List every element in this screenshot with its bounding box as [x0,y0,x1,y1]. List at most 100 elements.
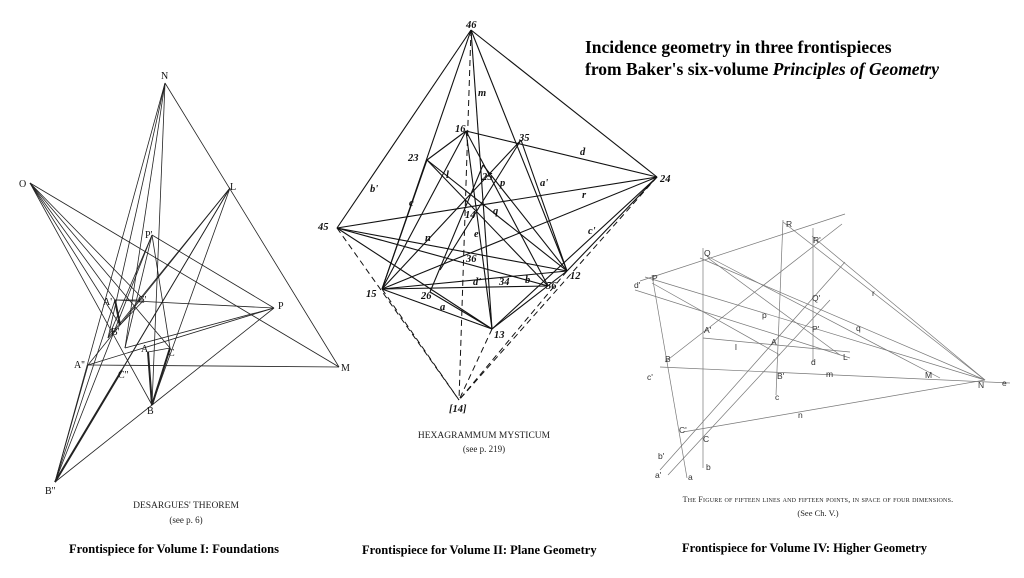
hexagrammum-inner-ref: (see p. 219) [463,444,505,454]
label-p: p [499,178,505,189]
label-c: c [775,392,780,402]
label-n: n [425,233,431,244]
hexagrammum-dashed-lines [336,29,658,401]
label-e: e [474,229,479,240]
label-R-prime: R' [813,235,821,245]
label-13: 13 [494,330,505,341]
label-d: d [811,357,816,367]
label-25: 25 [481,172,493,183]
caption-volume-1: Frontispiece for Volume I: Foundations [69,542,279,556]
label-b: b [706,462,711,472]
label-15: 15 [366,289,377,300]
desargues-labels: N O L P' P A' C' B' A C A'' C'' B M B'' … [19,71,350,525]
label-C: C [703,434,709,444]
label-q: q [493,206,498,217]
label-36: 36 [465,254,477,265]
label-O: O [19,179,26,190]
label-12: 12 [570,271,581,282]
hexagrammum-inner-title: HEXAGRAMMUM MYSTICUM [418,431,551,441]
label-a: a [440,302,445,313]
label-C-prime: C' [138,295,147,306]
label-b: b [525,275,530,286]
desargues-figure [29,82,340,483]
label-14-bracketed: [14] [449,404,467,415]
label-45: 45 [317,222,329,233]
label-l: l [735,342,737,352]
label-P: P [652,273,658,283]
label-B: B [665,354,671,364]
label-a: a [688,472,693,482]
label-Q-prime: Q' [812,293,821,303]
hexagrammum-lines [336,29,658,330]
label-A-prime: A' [704,325,712,335]
fifteen-lines-figure [634,213,1011,479]
label-23: 23 [407,153,419,164]
label-R: R [786,219,792,229]
title-line-2-prefix: from Baker's six-volume [585,59,773,79]
label-56: 56 [546,281,557,292]
label-C-double-prime: C'' [118,370,128,381]
label-A-prime: A' [103,297,112,308]
label-14: 14 [465,210,476,221]
label-L: L [843,352,848,362]
label-24: 24 [659,174,671,185]
hexagrammum-labels: 46 m 16 35 d 23 l 25 p a' r 24 b' c q 14… [317,20,671,454]
label-c-prime: c' [647,372,653,382]
fifteen-lines-labels: R R' Q P d' r Q' p P' q A' A l L B B' d … [634,219,1007,518]
label-c: c [409,198,414,209]
label-p: p [762,310,767,320]
desargues-heavy-lines [54,299,171,483]
fifteen-lines-inner-ref: (See Ch. V.) [797,508,838,518]
title-line-1: Incidence geometry in three frontispiece… [585,37,892,57]
label-N: N [161,71,168,82]
label-b-prime: b' [658,451,665,461]
hexagrammum-figure [336,29,658,401]
label-B-prime: B' [777,371,785,381]
fifteen-lines-inner-title: The Figure of fifteen lines and fifteen … [683,495,954,504]
label-46: 46 [465,20,477,31]
label-A: A [771,337,777,347]
label-A: A [141,344,149,355]
label-M: M [925,370,932,380]
label-N: N [978,380,984,390]
label-26: 26 [420,291,432,302]
label-35: 35 [518,133,530,144]
title-line-2-italic: Principles of Geometry [772,59,940,79]
label-C-prime: C' [679,425,687,435]
label-34: 34 [498,277,510,288]
label-P-prime: P' [145,230,153,241]
label-a-prime: a' [655,470,662,480]
label-B-double-prime: B'' [45,486,55,497]
label-q: q [856,323,861,333]
label-B: B [147,406,154,417]
label-d-prime: d' [473,277,481,288]
label-r: r [872,288,875,298]
caption-volume-2: Frontispiece for Volume II: Plane Geomet… [362,543,597,557]
label-b-prime: b' [370,184,378,195]
desargues-inner-title: DESARGUES' THEOREM [133,501,239,511]
label-A-double-prime: A'' [74,360,85,371]
label-d-prime: d' [634,280,641,290]
label-c-prime: c' [588,226,596,237]
label-d: d [580,147,586,158]
caption-volume-4: Frontispiece for Volume IV: Higher Geome… [682,541,927,555]
desargues-inner-ref: (see p. 6) [169,515,202,525]
label-e: e [1002,378,1007,388]
label-m: m [478,88,486,99]
label-m: m [826,369,833,379]
label-n: n [798,410,803,420]
label-Q: Q [704,248,711,258]
page-title: Incidence geometry in three frontispiece… [585,36,939,80]
label-P: P [278,301,284,312]
label-a-prime: a' [540,178,548,189]
title-line-2: from Baker's six-volume Principles of Ge… [585,58,939,80]
label-l: l [446,170,449,181]
label-C: C [168,348,175,359]
label-16: 16 [455,124,466,135]
label-M: M [341,363,350,374]
desargues-lines [29,82,340,483]
label-L: L [230,182,236,193]
label-r: r [582,190,587,201]
label-P-prime: P' [812,324,820,334]
label-B-prime: B' [111,327,120,338]
